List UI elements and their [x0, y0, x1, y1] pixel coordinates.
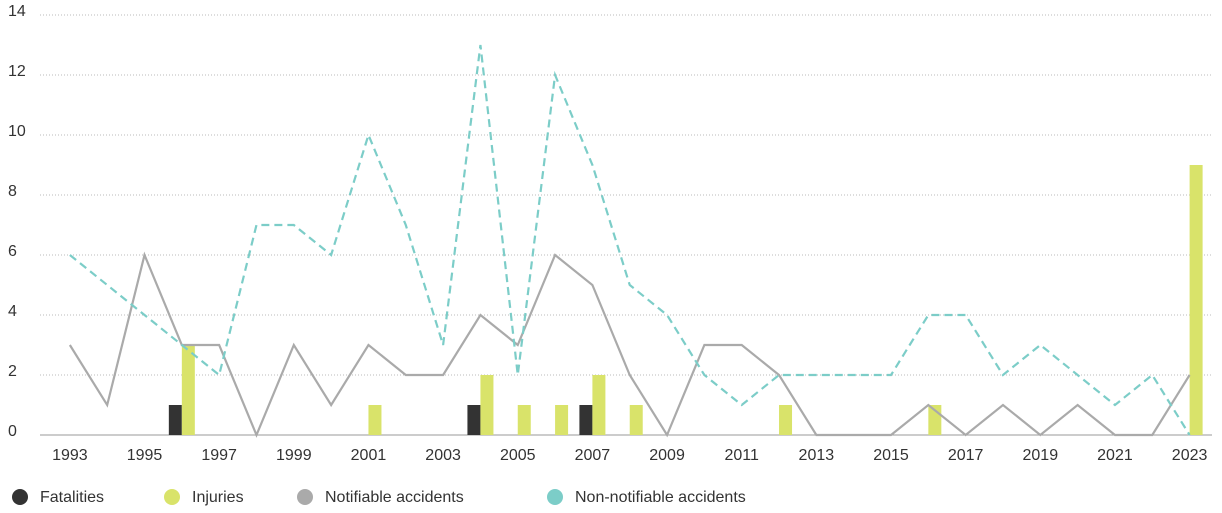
legend-marker [547, 489, 563, 505]
bar [181, 345, 195, 435]
x-tick-label: 2023 [1172, 447, 1208, 464]
x-tick-label: 1999 [276, 447, 312, 464]
y-tick-label: 14 [8, 3, 26, 20]
y-tick-label: 6 [8, 243, 17, 260]
bar [517, 405, 531, 435]
x-tick-label: 2005 [500, 447, 536, 464]
bar [779, 405, 793, 435]
x-tick-label: 2013 [799, 447, 835, 464]
y-tick-label: 2 [8, 363, 17, 380]
bar [467, 405, 481, 435]
x-tick-label: 2001 [351, 447, 387, 464]
x-tick-label: 2019 [1023, 447, 1059, 464]
x-tick-label: 1997 [201, 447, 237, 464]
legend-label: Notifiable accidents [325, 489, 464, 506]
x-tick-label: 2015 [873, 447, 909, 464]
y-tick-label: 10 [8, 123, 26, 140]
bar [168, 405, 182, 435]
bar [1189, 165, 1203, 435]
legend-marker [12, 489, 28, 505]
x-tick-label: 1993 [52, 447, 88, 464]
x-tick-label: 2003 [425, 447, 461, 464]
legend-label: Injuries [192, 489, 244, 506]
x-tick-label: 2007 [575, 447, 611, 464]
bar [555, 405, 569, 435]
y-tick-label: 12 [8, 63, 26, 80]
y-tick-label: 0 [8, 423, 17, 440]
bar [592, 375, 606, 435]
line [68, 251, 1191, 438]
y-tick-label: 4 [8, 303, 17, 320]
legend-label: Fatalities [40, 489, 104, 506]
x-tick-label: 2017 [948, 447, 984, 464]
y-tick-label: 8 [8, 183, 17, 200]
x-tick-label: 2011 [725, 447, 760, 464]
legend-marker [297, 489, 313, 505]
legend-label: Non-notifiable accidents [575, 489, 746, 506]
bar [480, 375, 494, 435]
bar [579, 405, 593, 435]
bar [629, 405, 643, 435]
x-tick-label: 2009 [649, 447, 685, 464]
legend-marker [164, 489, 180, 505]
x-tick-label: 1995 [127, 447, 163, 464]
x-tick-label: 2021 [1097, 447, 1133, 464]
line [69, 44, 1191, 436]
bar [368, 405, 382, 435]
